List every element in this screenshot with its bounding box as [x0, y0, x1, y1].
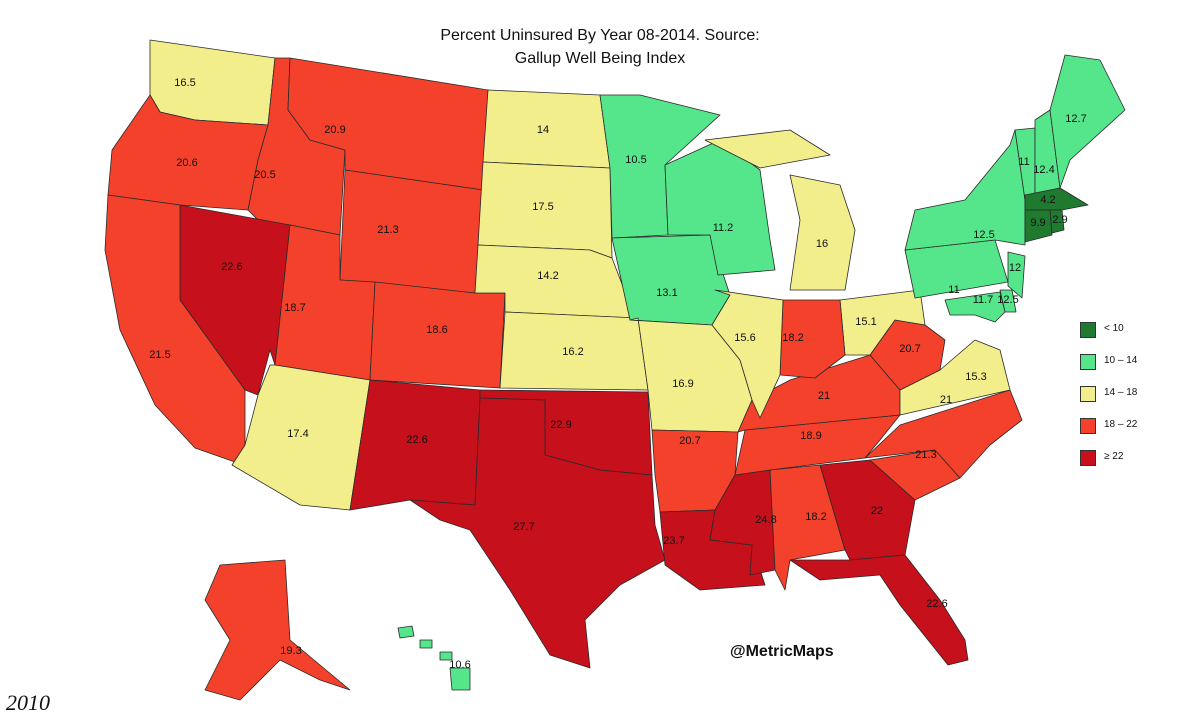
state-value: 18.9	[800, 430, 821, 442]
legend-label: 18 – 22	[1104, 419, 1138, 430]
state-value: 16.5	[174, 77, 195, 89]
legend-swatch	[1080, 450, 1096, 466]
state-value: 12.5	[997, 294, 1018, 306]
state-value: 22.9	[550, 419, 571, 431]
state-value: 22.6	[406, 434, 427, 446]
state-labels: 16.5 20.6 20.5 20.9 21.3 22.6 21.5 18.7 18.6 17.4…	[149, 77, 1086, 671]
state-value: 15.1	[855, 316, 876, 328]
state	[1024, 209, 1053, 243]
state-value: 17.5	[532, 201, 553, 213]
title-line: Gallup Well Being Index	[515, 50, 685, 67]
legend-label: ≥ 22	[1104, 451, 1124, 462]
state-value: 20.5	[254, 169, 275, 181]
legend-item: ≥ 22	[1080, 450, 1190, 482]
state-value: 11.2	[713, 222, 734, 234]
legend: < 10 10 – 14 14 – 18 18 – 22 ≥ 22	[1080, 322, 1190, 482]
state	[1007, 251, 1026, 299]
state-value: 12.5	[973, 229, 994, 241]
state-value: 15.6	[734, 332, 755, 344]
state	[369, 281, 506, 389]
state-value: 14.2	[537, 270, 558, 282]
state	[339, 169, 484, 294]
legend-swatch	[1080, 322, 1096, 338]
state-value: 12.7	[1065, 113, 1086, 125]
state-value: 10.6	[449, 659, 470, 671]
state-value: 16.9	[672, 378, 693, 390]
state-value: 12.4	[1033, 164, 1054, 176]
state	[397, 625, 471, 691]
state	[409, 397, 666, 669]
state-value: 24.8	[755, 514, 776, 526]
state-value: 16.2	[562, 346, 583, 358]
title-line: Percent Uninsured By Year 08-2014. Sourc…	[440, 27, 759, 44]
state-value: 20.7	[679, 435, 700, 447]
state	[789, 554, 969, 666]
state-value: 21.3	[377, 224, 398, 236]
legend-label: < 10	[1104, 323, 1124, 334]
state-value: 4.2	[1040, 194, 1055, 206]
credit: @MetricMaps	[730, 643, 834, 660]
state-value: 17.4	[287, 428, 308, 440]
state-value: 11.7	[973, 294, 994, 306]
state-value: 18.2	[782, 332, 803, 344]
state-value: 21.3	[915, 449, 936, 461]
state-value: 16	[816, 238, 828, 250]
legend-item: 18 – 22	[1080, 418, 1190, 450]
legend-item: < 10	[1080, 322, 1190, 354]
state-value: 9.9	[1030, 217, 1045, 229]
state	[944, 291, 1006, 323]
state-value: 21	[940, 394, 952, 406]
state-value: 15.3	[965, 371, 986, 383]
state-value: 2.9	[1052, 214, 1067, 226]
state-value: 10.5	[625, 154, 646, 166]
legend-swatch	[1080, 354, 1096, 370]
state-value: 11	[1018, 156, 1029, 168]
state-value: 12	[1009, 262, 1021, 274]
state	[1049, 54, 1126, 189]
states	[104, 39, 1126, 701]
legend-item: 14 – 18	[1080, 386, 1190, 418]
state-value: 18.2	[805, 511, 826, 523]
legend-swatch	[1080, 386, 1096, 402]
state	[1024, 187, 1089, 211]
state	[864, 389, 1023, 479]
year-label: 2010	[6, 690, 50, 715]
state-value: 27.7	[513, 521, 534, 533]
state-value: 21	[818, 390, 830, 402]
state-value: 13.1	[656, 287, 677, 299]
state-value: 21.5	[149, 349, 170, 361]
state-value: 19.3	[280, 645, 301, 657]
state-value: 23.7	[663, 535, 684, 547]
state-value: 18.7	[284, 302, 305, 314]
state	[704, 129, 856, 291]
state-value: 11	[948, 284, 959, 296]
legend-item: 10 – 14	[1080, 354, 1190, 386]
state-value: 22	[871, 505, 883, 517]
state	[904, 129, 1026, 251]
legend-label: 14 – 18	[1104, 387, 1138, 398]
state	[1049, 209, 1065, 234]
legend-label: 10 – 14	[1104, 355, 1138, 366]
state-value: 18.6	[426, 324, 447, 336]
state	[204, 559, 351, 701]
legend-swatch	[1080, 418, 1096, 434]
state-value: 20.9	[324, 124, 345, 136]
state	[711, 289, 784, 419]
state-value: 22.6	[926, 598, 947, 610]
state-value: 20.7	[899, 343, 920, 355]
state-value: 22.6	[221, 261, 242, 273]
state-value: 20.6	[176, 157, 197, 169]
state-value: 14	[537, 124, 549, 136]
state	[149, 39, 276, 126]
